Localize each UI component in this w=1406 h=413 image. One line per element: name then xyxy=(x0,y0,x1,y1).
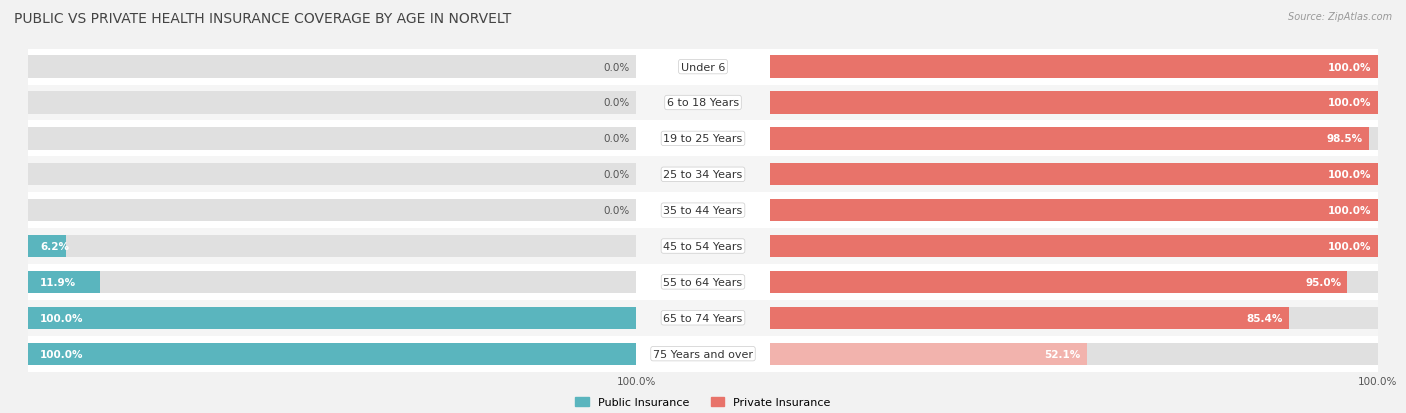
Bar xyxy=(28,193,636,228)
Text: 52.1%: 52.1% xyxy=(1045,349,1081,359)
Text: 35 to 44 Years: 35 to 44 Years xyxy=(664,206,742,216)
Bar xyxy=(28,343,636,365)
Text: 95.0%: 95.0% xyxy=(1305,277,1341,287)
Bar xyxy=(770,264,1378,300)
Bar xyxy=(28,128,636,150)
Text: 100.0%: 100.0% xyxy=(41,349,84,359)
Text: 98.5%: 98.5% xyxy=(1326,134,1362,144)
Bar xyxy=(770,343,1087,365)
Text: 100.0%: 100.0% xyxy=(1329,98,1372,108)
Text: 11.9%: 11.9% xyxy=(41,277,76,287)
Bar xyxy=(28,199,636,222)
Bar xyxy=(770,300,1378,336)
Bar xyxy=(28,235,636,258)
Bar xyxy=(636,85,770,121)
Bar xyxy=(636,193,770,228)
Text: 6.2%: 6.2% xyxy=(41,242,69,252)
Text: PUBLIC VS PRIVATE HEALTH INSURANCE COVERAGE BY AGE IN NORVELT: PUBLIC VS PRIVATE HEALTH INSURANCE COVER… xyxy=(14,12,512,26)
Bar xyxy=(636,264,770,300)
Bar xyxy=(636,300,770,336)
Bar xyxy=(770,56,1378,78)
Bar xyxy=(770,271,1347,293)
Bar xyxy=(636,336,770,372)
Bar xyxy=(770,164,1378,186)
Bar xyxy=(636,50,770,85)
Text: 100.0%: 100.0% xyxy=(41,313,84,323)
Bar xyxy=(28,164,636,186)
Bar xyxy=(770,85,1378,121)
Text: 55 to 64 Years: 55 to 64 Years xyxy=(664,277,742,287)
Bar xyxy=(28,336,636,372)
Text: 100.0%: 100.0% xyxy=(1329,62,1372,72)
Bar xyxy=(770,307,1289,329)
Text: 45 to 54 Years: 45 to 54 Years xyxy=(664,242,742,252)
Bar xyxy=(28,85,636,121)
Bar xyxy=(28,50,636,85)
Text: 25 to 34 Years: 25 to 34 Years xyxy=(664,170,742,180)
Bar xyxy=(770,228,1378,264)
Bar xyxy=(770,157,1378,193)
Text: 0.0%: 0.0% xyxy=(603,62,630,72)
Bar xyxy=(636,121,770,157)
Text: 6 to 18 Years: 6 to 18 Years xyxy=(666,98,740,108)
Text: 85.4%: 85.4% xyxy=(1247,313,1284,323)
Text: 0.0%: 0.0% xyxy=(603,98,630,108)
Bar xyxy=(770,235,1378,258)
Bar xyxy=(770,121,1378,157)
Text: 100.0%: 100.0% xyxy=(1329,206,1372,216)
Text: 65 to 74 Years: 65 to 74 Years xyxy=(664,313,742,323)
Bar xyxy=(636,228,770,264)
Bar xyxy=(770,164,1378,186)
Bar xyxy=(28,300,636,336)
Text: 19 to 25 Years: 19 to 25 Years xyxy=(664,134,742,144)
Bar xyxy=(770,92,1378,114)
Bar xyxy=(770,199,1378,222)
Legend: Public Insurance, Private Insurance: Public Insurance, Private Insurance xyxy=(575,397,831,408)
Bar xyxy=(770,271,1378,293)
Bar xyxy=(770,336,1378,372)
Bar xyxy=(28,157,636,193)
Bar xyxy=(636,157,770,193)
Bar xyxy=(770,128,1378,150)
Bar xyxy=(770,92,1378,114)
Text: 100.0%: 100.0% xyxy=(1329,242,1372,252)
Bar xyxy=(770,199,1378,222)
Bar xyxy=(28,343,636,365)
Bar xyxy=(28,228,636,264)
Bar xyxy=(28,56,636,78)
Bar xyxy=(28,307,636,329)
Bar xyxy=(770,128,1369,150)
Text: 0.0%: 0.0% xyxy=(603,134,630,144)
Bar xyxy=(770,307,1378,329)
Text: 0.0%: 0.0% xyxy=(603,170,630,180)
Text: 0.0%: 0.0% xyxy=(603,206,630,216)
Bar xyxy=(770,343,1378,365)
Bar xyxy=(28,307,636,329)
Bar xyxy=(28,235,66,258)
Bar xyxy=(28,264,636,300)
Bar xyxy=(770,56,1378,78)
Text: 100.0%: 100.0% xyxy=(1329,170,1372,180)
Bar xyxy=(770,50,1378,85)
Bar xyxy=(28,271,636,293)
Bar xyxy=(28,271,100,293)
Bar xyxy=(770,235,1378,258)
Bar xyxy=(28,121,636,157)
Text: Source: ZipAtlas.com: Source: ZipAtlas.com xyxy=(1288,12,1392,22)
Bar xyxy=(770,193,1378,228)
Bar xyxy=(28,92,636,114)
Text: Under 6: Under 6 xyxy=(681,62,725,72)
Text: 75 Years and over: 75 Years and over xyxy=(652,349,754,359)
